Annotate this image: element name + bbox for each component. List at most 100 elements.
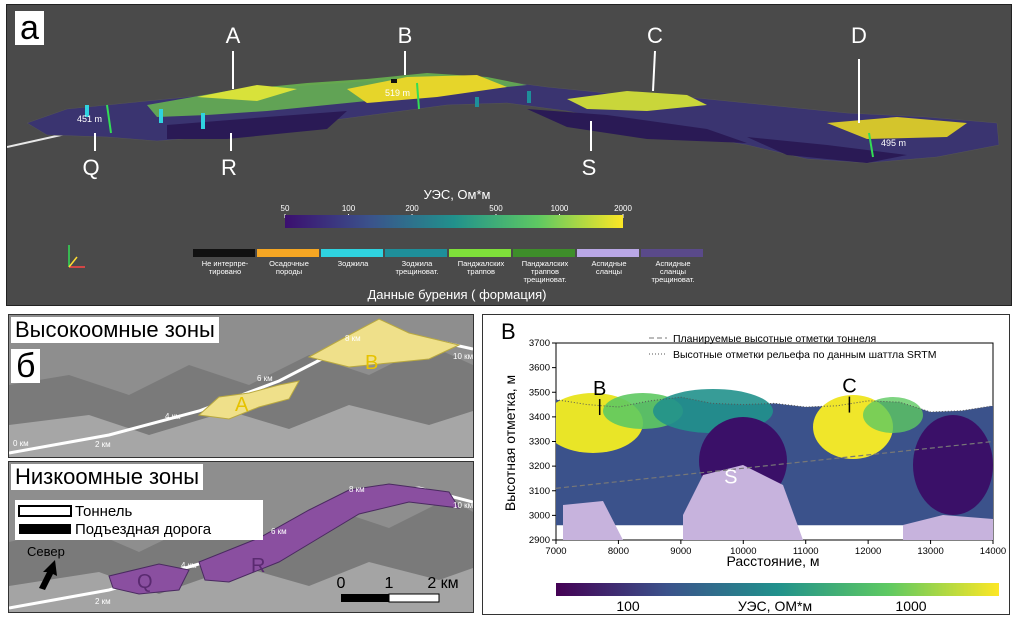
y-tick-label: 3700 xyxy=(529,338,550,349)
zone-a-polygon xyxy=(197,380,300,420)
x-tick-label: 13000 xyxy=(917,546,943,557)
label-s: S xyxy=(582,155,597,180)
y-tick-label: 2900 xyxy=(529,535,550,546)
colorbar-gradient xyxy=(285,215,623,228)
zone-r-dark xyxy=(167,111,347,139)
colorbar-tick-1000: 1000 xyxy=(895,598,926,614)
zone-a-label: A xyxy=(235,394,249,416)
scale-tick-1: 1 xyxy=(385,575,394,592)
x-tick-label: 14000 xyxy=(980,546,1006,557)
legend-tunnel-label: Планируемые высотные отметки тоннеля xyxy=(673,333,876,345)
zone-d-yellow xyxy=(827,117,967,139)
x-tick-label: 12000 xyxy=(855,546,881,557)
km-6: 6 км xyxy=(257,374,273,383)
borehole-marker xyxy=(475,97,479,107)
legend-label: Аспидные сланцы трещиноват. xyxy=(651,259,694,284)
label-c: C xyxy=(647,23,663,48)
y-axis-label: Высотная отметка, м xyxy=(502,375,518,511)
annotations: B C S xyxy=(593,376,857,489)
colorbar-gradient xyxy=(556,583,999,596)
elevation-marker xyxy=(868,132,874,158)
colorbar-tick-label: 200 xyxy=(405,204,419,213)
colorbar-tick-label: 100 xyxy=(342,204,356,213)
legend-swatch xyxy=(193,249,255,257)
panel-a-svg: 451 m 519 m 495 m A B C D Q R S УЭС, Ом*… xyxy=(6,23,1000,302)
km-4: 4 км xyxy=(181,561,197,570)
elevation-tag-451: 451 m xyxy=(77,114,102,124)
zone-d-dark xyxy=(747,137,907,163)
label-q: Q xyxy=(82,155,99,180)
y-tick-label: 3600 xyxy=(529,363,550,374)
zone-r-label: R xyxy=(251,555,265,577)
colorbar-tick-label: 50 xyxy=(281,204,290,213)
panel-a-3d-model: а 451 m xyxy=(6,4,1012,306)
colorbar-title: УЭС, Ом*м xyxy=(424,187,491,202)
legend-road-swatch xyxy=(19,524,71,534)
high-zones-map-svg: A B 0 км 2 км 4 км 6 км 8 км 10 км xyxy=(9,315,473,457)
legend-tunnel-label: Тоннель xyxy=(75,503,132,520)
y-tick-label: 3500 xyxy=(529,387,550,398)
legend-label: Панджалских траппов трещиноват. xyxy=(522,259,569,284)
km-10: 10 км xyxy=(453,352,473,361)
y-tick-label: 3000 xyxy=(529,510,550,521)
km-8: 8 км xyxy=(345,334,361,343)
section-chart-svg: В 7000 8000 9000 10000 11000 12000 13000 14000 2… xyxy=(501,319,1006,614)
colorbar-tick-label: 500 xyxy=(489,204,503,213)
legend-swatch xyxy=(577,249,639,257)
low-zones-title: Низкоомные зоны xyxy=(11,464,204,490)
zone-s-dark xyxy=(527,109,747,143)
axis-ticks: 7000 8000 9000 10000 11000 12000 13000 14000 290… xyxy=(529,338,1006,557)
pointer-c xyxy=(652,50,656,92)
elevation-tag-495: 495 m xyxy=(881,138,906,148)
km-10: 10 км xyxy=(453,501,473,510)
borehole-marker xyxy=(201,113,205,129)
formation-legend: Не интерпре-тировано Осадочные породы Зоджи… xyxy=(193,249,703,284)
scale-tick-2: 2 км xyxy=(427,575,458,592)
label-r: R xyxy=(221,155,237,180)
zone-b-polygon xyxy=(307,318,461,368)
legend-label: Аспидные сланцы xyxy=(591,259,626,276)
annotation-b: B xyxy=(593,378,606,400)
borehole-marker xyxy=(159,109,163,123)
km-6: 6 км xyxy=(271,527,287,536)
km-0: 0 км xyxy=(13,439,29,448)
borehole-marker xyxy=(85,105,89,117)
panel-b-high-zones-map: A B 0 км 2 км 4 км 6 км 8 км 10 км Высок… xyxy=(8,314,474,458)
y-tick-label: 3100 xyxy=(529,486,550,497)
tunnel-line xyxy=(555,440,994,489)
x-tick-label: 9000 xyxy=(670,546,691,557)
legend-label: Не интерпре-тировано xyxy=(202,259,249,276)
label-b: B xyxy=(398,23,413,48)
x-tick-label: 8000 xyxy=(608,546,629,557)
panel-v-resistivity-section: В 7000 8000 9000 10000 11000 12000 13000 14000 2… xyxy=(482,314,1010,615)
zone-b-label: B xyxy=(365,352,378,374)
km-8: 8 км xyxy=(349,485,365,494)
y-tick-label: 3200 xyxy=(529,461,550,472)
high-zones-title: Высокоомные зоны xyxy=(11,317,219,343)
elevation-marker xyxy=(416,82,420,110)
colorbar-tick-label: 2000 xyxy=(614,204,632,213)
legend-swatch xyxy=(641,249,703,257)
x-axis-label: Расстояние, м xyxy=(726,553,819,569)
panel-b-letter: б xyxy=(11,349,41,383)
zone-b-yellow xyxy=(347,75,507,103)
legend-tunnel-swatch xyxy=(18,505,72,517)
label-a: A xyxy=(226,23,241,48)
zone-r-polygon xyxy=(198,483,460,583)
colorbar-label: УЭС, ОМ*м xyxy=(738,598,812,614)
legend-swatch xyxy=(385,249,447,257)
km-4: 4 км xyxy=(165,412,181,421)
x-tick-label: 10000 xyxy=(730,546,756,557)
elevation-marker xyxy=(106,104,112,134)
legend-swatch xyxy=(513,249,575,257)
legend-title: Данные бурения ( формация) xyxy=(368,287,547,302)
legend-label: Осадочные породы xyxy=(269,259,309,276)
x-tick-label: 7000 xyxy=(545,546,566,557)
borehole-marker xyxy=(527,91,531,103)
borehole-marker xyxy=(391,79,397,83)
axis-y xyxy=(68,256,78,268)
legend-terrain-label: Высотные отметки рельефа по данным шаттл… xyxy=(673,349,936,361)
scale-bar-black xyxy=(341,594,389,602)
colorbar-tick-100: 100 xyxy=(616,598,640,614)
legend-swatch xyxy=(321,249,383,257)
